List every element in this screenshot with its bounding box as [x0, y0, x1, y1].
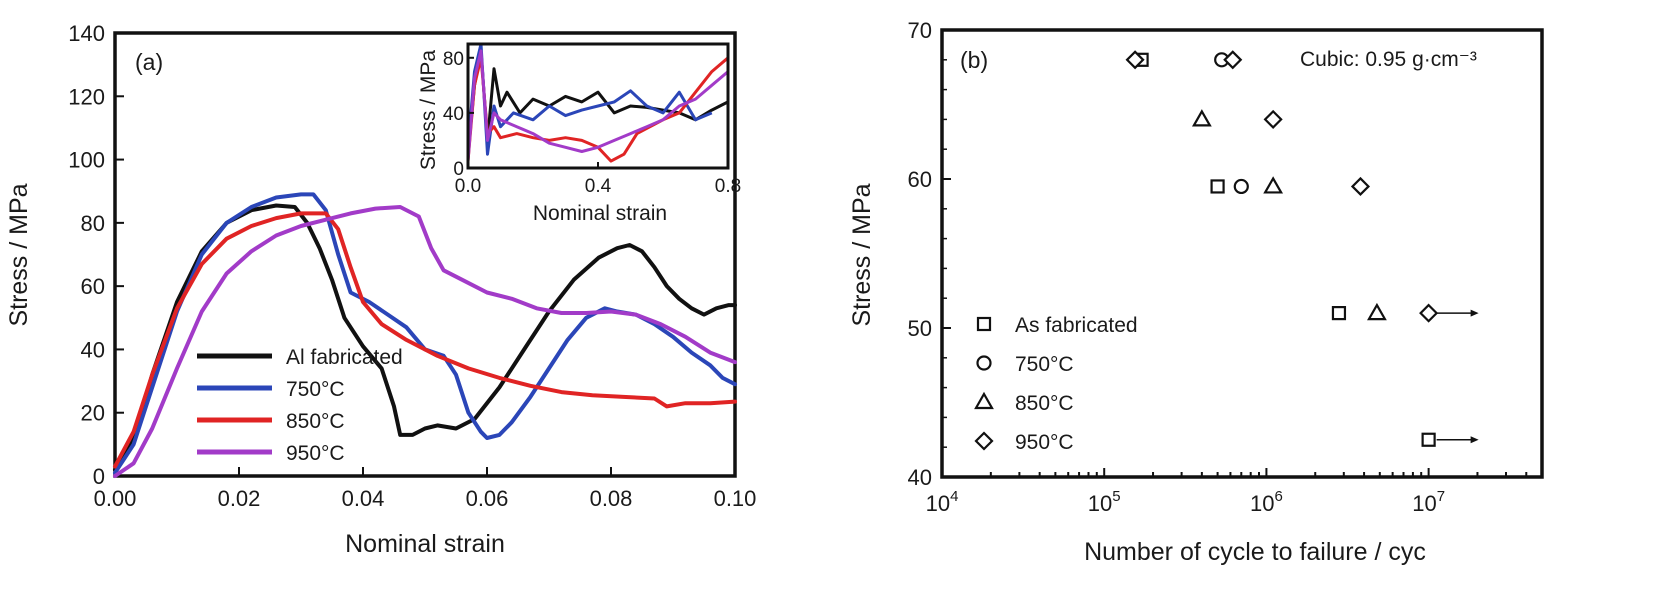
data-point-as-fabricated	[1421, 432, 1436, 447]
data-point-950-c	[1125, 50, 1145, 70]
inset-y-tick-label: 40	[443, 104, 464, 125]
y-tick-label: 70	[908, 18, 932, 43]
x-tick-label: 105	[1088, 488, 1121, 516]
inset-chart: 0.0 0.4 0.8 0 40 80 Nominal strain Stress / …	[417, 42, 741, 225]
data-point-as-fabricated	[1210, 179, 1225, 194]
inset-series-line-950-c	[466, 49, 729, 162]
x-tick-label: 106	[1250, 488, 1283, 516]
x-tick-label: 0.02	[218, 486, 261, 511]
x-tick-label: 0.10	[714, 486, 757, 511]
legend-label-al-fabricated: Al fabricated	[286, 346, 403, 369]
data-point-950-c	[1263, 109, 1283, 129]
legend-marker-750-c	[976, 355, 992, 371]
x-tick-label: 0.00	[94, 486, 137, 511]
panel-a-y-axis-label: Stress / MPa	[5, 183, 33, 326]
x-tick-label: 104	[926, 488, 959, 516]
legend-label-950-c: 950°C	[286, 442, 345, 465]
legend-label-950-c: 950°C	[1015, 431, 1074, 454]
x-tick-label: 0.04	[342, 486, 385, 511]
legend-label-as-fabricated: As fabricated	[1015, 314, 1138, 337]
data-point-950-c	[1419, 303, 1439, 323]
panel-a-plot-frame	[113, 31, 737, 478]
y-tick-label: 80	[81, 211, 105, 236]
x-tick-label: 107	[1412, 488, 1445, 516]
y-tick-label: 140	[68, 21, 105, 46]
inset-x-tick-label: 0.4	[585, 176, 612, 197]
legend-label-750-c: 750°C	[1015, 353, 1074, 376]
panel-a-legend: Al fabricated 750°C 850°C 950°C	[197, 346, 403, 465]
data-point-850-c	[1367, 302, 1387, 321]
legend-marker-850-c	[974, 391, 994, 410]
legend-marker-as-fabricated	[976, 316, 992, 332]
y-tick-label: 40	[81, 337, 105, 362]
panel-b-y-axis-label: Stress / MPa	[848, 183, 876, 326]
panel-b-label: (b)	[960, 47, 988, 73]
inset-x-tick-label: 0.0	[455, 176, 481, 197]
panel-a-x-axis-label: Nominal strain	[345, 530, 505, 558]
inset-y-tick-label: 0	[453, 159, 464, 180]
data-point-950-c	[1350, 176, 1371, 197]
data-point-950-c	[1223, 50, 1243, 70]
y-tick-label: 0	[93, 464, 105, 489]
x-tick-label: 0.06	[466, 486, 509, 511]
inset-series-line-750-c	[466, 42, 713, 156]
inset-x-tick-label: 0.8	[715, 176, 741, 197]
series-line-850-c	[113, 211, 737, 469]
data-point-750-c	[1233, 178, 1249, 195]
panel-b-legend: As fabricated 750°C 850°C 950°C	[974, 314, 1138, 454]
inset-y-tick-label: 80	[443, 49, 464, 70]
y-tick-label: 100	[68, 148, 105, 173]
inset-y-axis-label: Stress / MPa	[417, 50, 440, 171]
panel-a-label: (a)	[135, 49, 163, 75]
panel-b: 104 105 106 107 40 50 60 70 (b) Cubic: 0.95 g·…	[848, 18, 1544, 566]
y-tick-label: 60	[908, 167, 932, 192]
data-point-as-fabricated	[1331, 306, 1347, 321]
x-tick-label: 0.08	[590, 486, 633, 511]
runout-arrow-head	[1470, 309, 1479, 317]
y-tick-label: 120	[68, 84, 105, 109]
y-tick-label: 40	[908, 465, 932, 490]
panel-a: 0.00 0.02 0.04 0.06 0.08 0.10 020406080100120…	[5, 21, 756, 558]
legend-label-850-c: 850°C	[286, 410, 345, 433]
data-point-850-c	[1263, 176, 1284, 194]
legend-label-750-c: 750°C	[286, 378, 345, 401]
legend-label-850-c: 850°C	[1015, 392, 1074, 415]
data-point-850-c	[1191, 109, 1212, 127]
legend-marker-950-c	[974, 431, 994, 451]
panel-b-annotation: Cubic: 0.95 g·cm⁻³	[1300, 48, 1477, 71]
series-line-950-c	[113, 205, 737, 478]
y-tick-label: 60	[81, 274, 105, 299]
y-tick-label: 50	[908, 316, 932, 341]
inset-x-axis-label: Nominal strain	[533, 202, 667, 225]
series-line-al-fabricated	[113, 203, 737, 472]
panel-b-x-axis-label: Number of cycle to failure / cyc	[1084, 538, 1426, 566]
y-tick-label: 20	[81, 401, 105, 426]
runout-arrow-head	[1470, 436, 1479, 444]
